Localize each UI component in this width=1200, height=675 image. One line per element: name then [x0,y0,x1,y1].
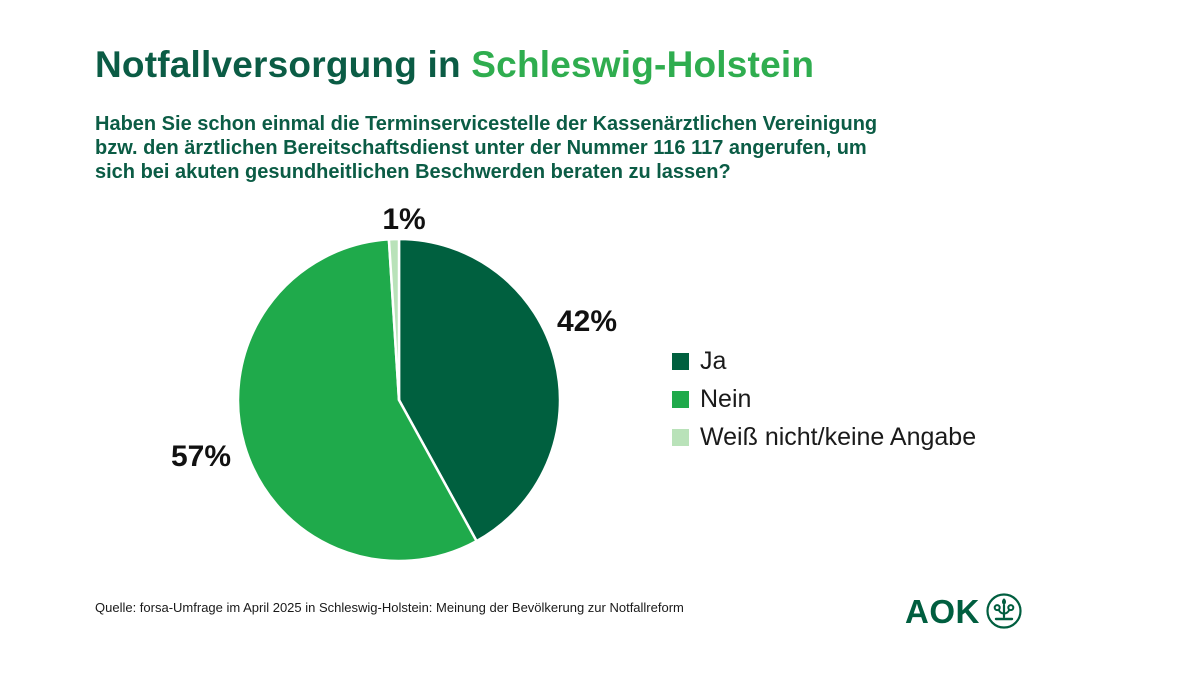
pie-slice-ja [397,237,562,543]
pie-value-label-ja: 42% [556,305,618,338]
page-title: Notfallversorgung in Schleswig-Holstein [95,44,814,86]
page-title-prefix: Notfallversorgung in [95,44,461,85]
survey-question: Haben Sie schon einmal die Terminservice… [95,113,878,183]
legend-item-weiß-nicht-keine-angabe: Weiß nicht/keine Angabe [672,418,976,456]
legend-label-ja: Ja [700,346,727,375]
pie-chart-svg [236,237,562,563]
chart-legend: Ja Nein Weiß nicht/keine Angabe [672,342,976,456]
pie-slice-nein [236,238,478,563]
legend-label-weiß-nicht-keine-angabe: Weiß nicht/keine Angabe [700,422,977,451]
aok-logo: AOK [905,592,1023,630]
legend-swatch-ja [672,352,689,370]
legend-swatch-weiß-nicht-keine-angabe [672,428,689,446]
pie-value-label-nein: 57% [170,440,232,473]
legend-item-nein: Nein [672,380,976,418]
pie-value-label-weiß-nicht-keine-angabe: 1% [382,203,426,236]
legend-swatch-nein [672,390,689,408]
legend-item-ja: Ja [672,342,976,380]
aok-tree-icon [986,593,1022,629]
legend-label-nein: Nein [700,384,752,413]
source-note: Quelle: forsa-Umfrage im April 2025 in S… [95,600,684,615]
aok-logo-text: AOK [905,592,980,630]
pie-slice-weiß-nicht-keine-angabe [387,237,401,402]
page-title-highlight: Schleswig-Holstein [471,44,815,85]
